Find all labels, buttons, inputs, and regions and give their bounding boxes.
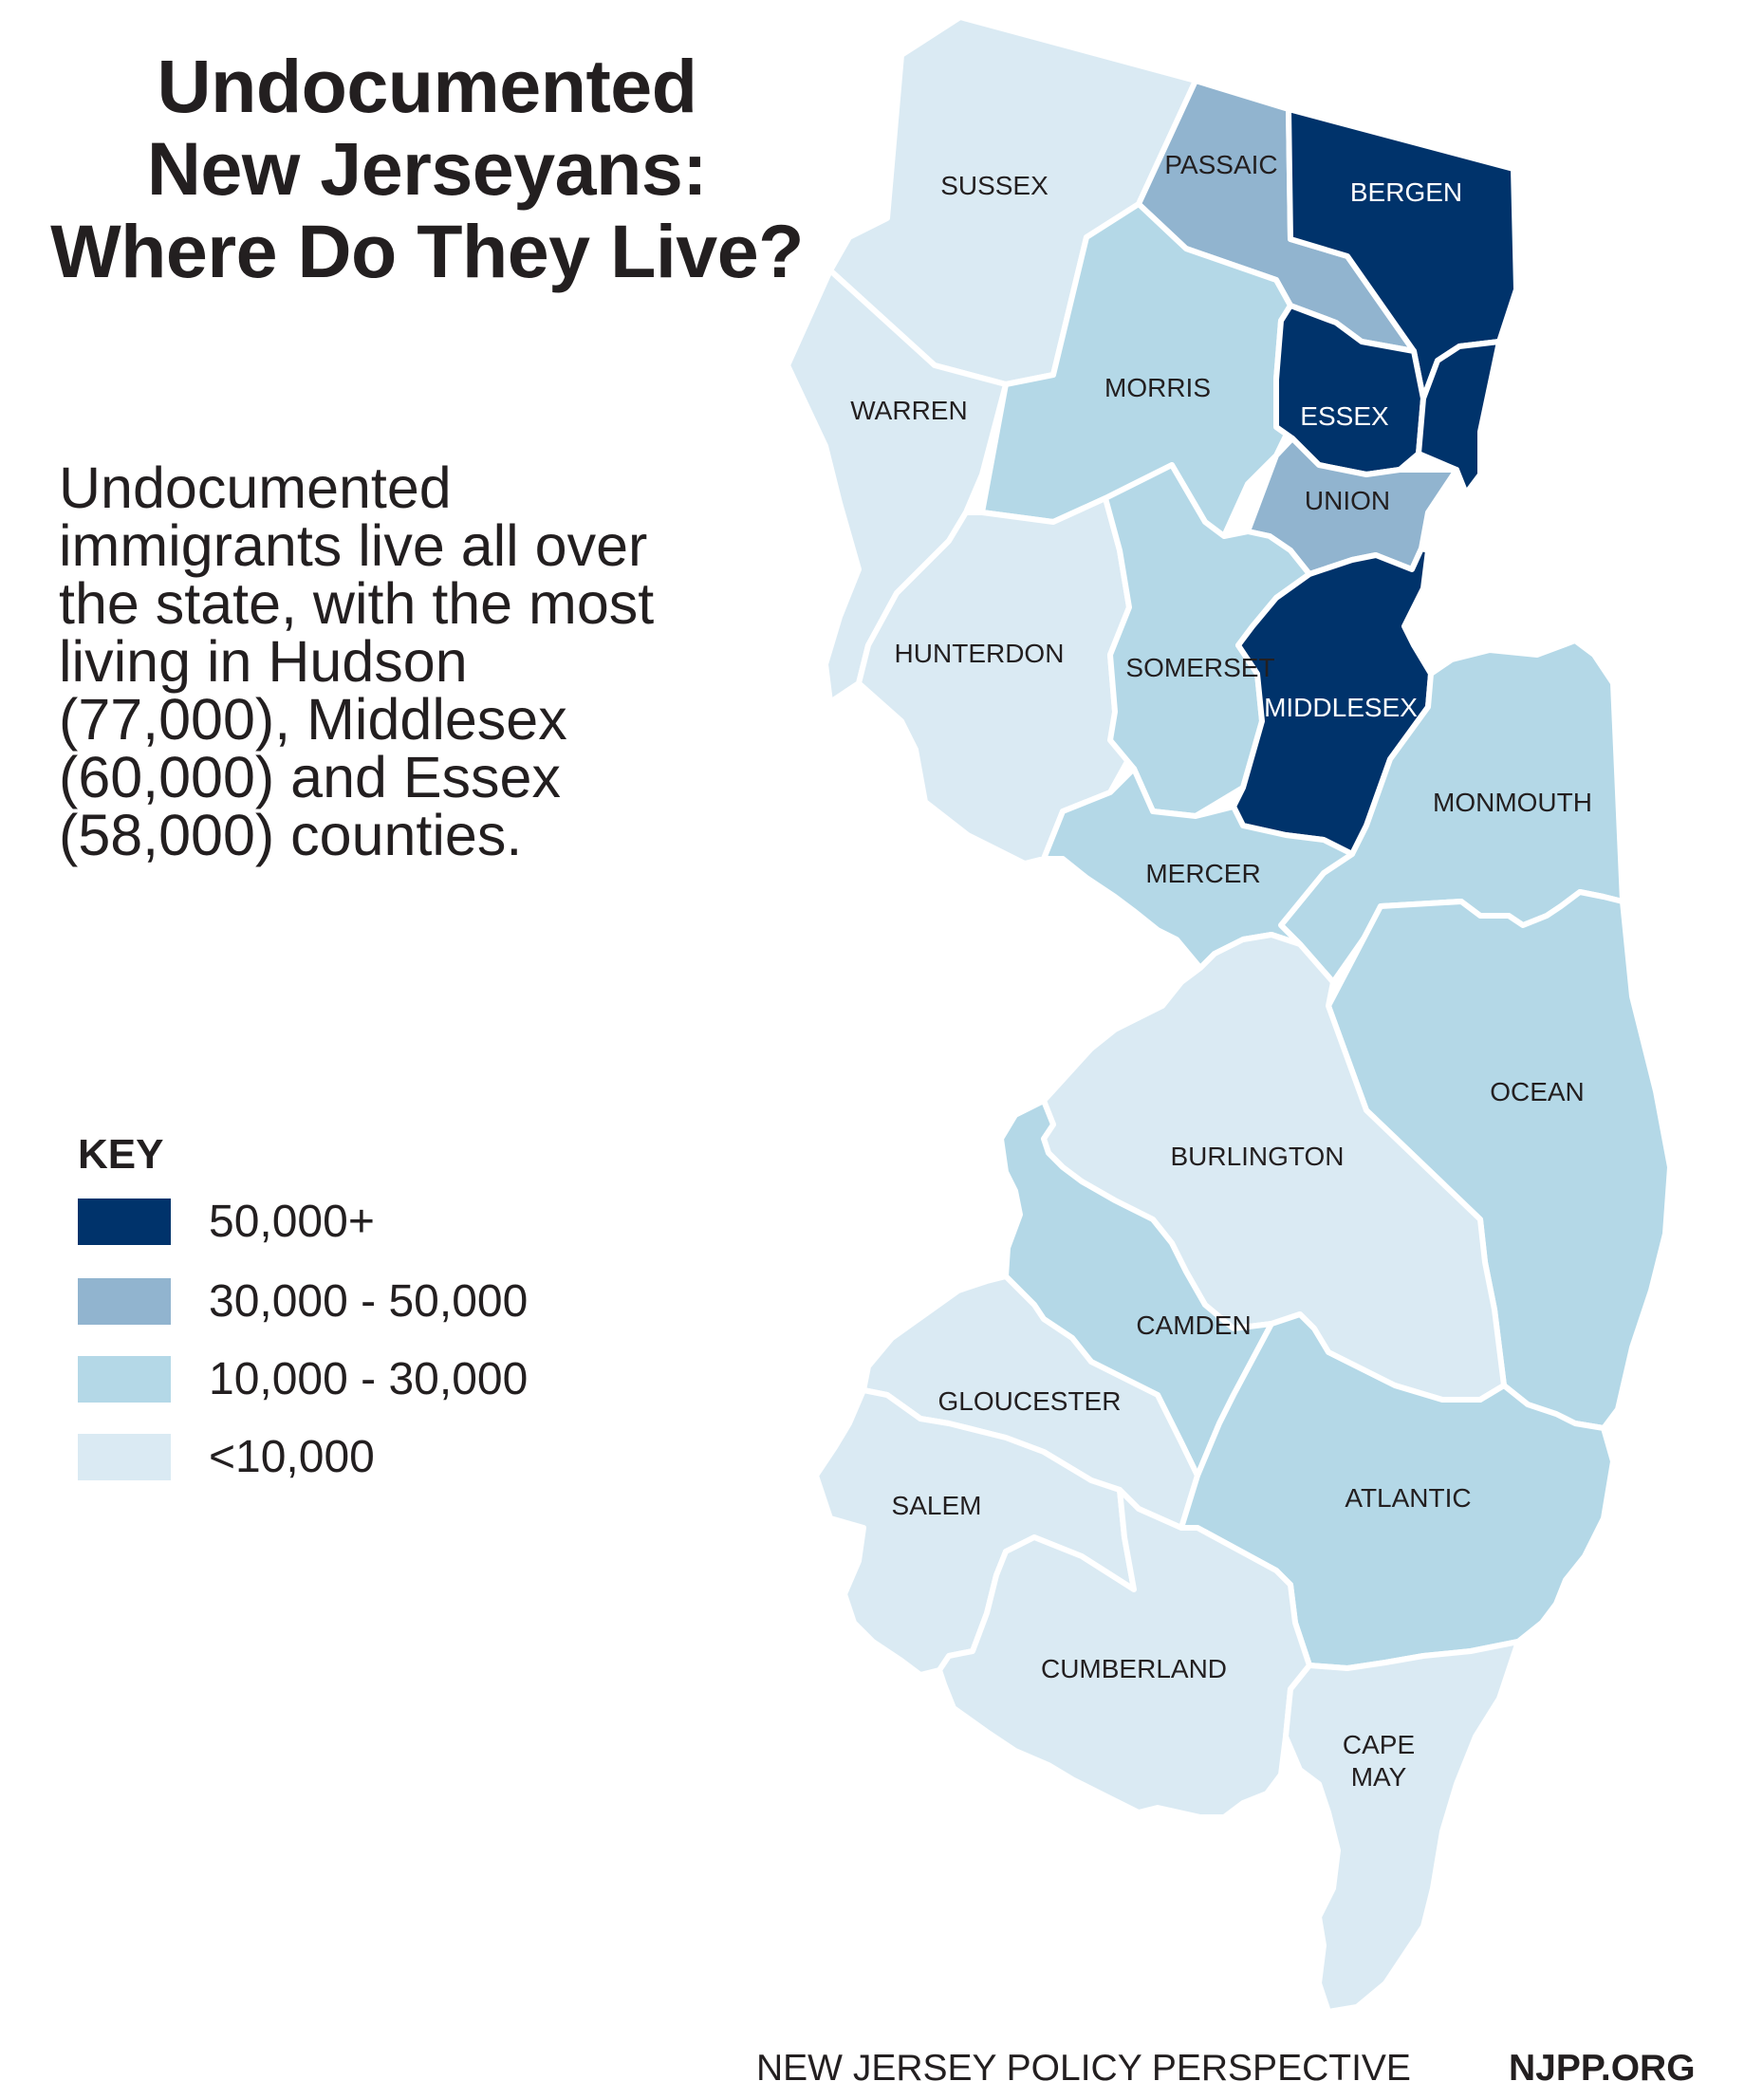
footer-website-link[interactable]: NJPP.ORG xyxy=(1509,2048,1696,2089)
county-label: SUSSEX xyxy=(940,171,1049,200)
legend-title: KEY xyxy=(78,1131,164,1178)
county-label: HUNTERDON xyxy=(895,639,1065,668)
county-label: CAMDEN xyxy=(1136,1310,1251,1340)
title-line: Where Do They Live? xyxy=(50,208,804,293)
county-label: MERCER xyxy=(1145,859,1260,888)
county-label: ATLANTIC xyxy=(1345,1483,1471,1513)
description-text: Undocumented immigrants live all over th… xyxy=(59,459,780,864)
footer-organization: NEW JERSEY POLICY PERSPECTIVE xyxy=(756,2048,1411,2089)
legend-item: 30,000 - 50,000 xyxy=(78,1275,529,1327)
county-label: UNION xyxy=(1305,486,1390,515)
county-cumberland xyxy=(937,1487,1312,1820)
legend-label: 50,000+ xyxy=(209,1196,375,1247)
legend-swatch xyxy=(78,1277,171,1325)
county-essex xyxy=(1273,303,1426,477)
title-line: Undocumented xyxy=(157,44,697,128)
description-line: (77,000), Middlesex xyxy=(59,687,567,752)
county-cape-may xyxy=(1283,1639,1521,2015)
county-label: OCEAN xyxy=(1490,1077,1585,1106)
legend-label: 10,000 - 30,000 xyxy=(209,1353,529,1404)
map-title: Undocumented New Jerseyans: Where Do The… xyxy=(14,44,840,293)
legend-swatch xyxy=(78,1198,171,1245)
county-label: BURLINGTON xyxy=(1170,1142,1344,1171)
county-label: SOMERSET xyxy=(1125,653,1274,682)
description-line: immigrants live all over xyxy=(59,513,648,578)
county-label: MORRIS xyxy=(1104,373,1211,402)
county-label: HUDSON xyxy=(1512,387,1627,417)
county-label: ESSEX xyxy=(1300,401,1389,431)
county-label: GLOUCESTER xyxy=(938,1386,1122,1416)
county-label: SALEM xyxy=(892,1491,982,1520)
legend-item: 10,000 - 30,000 xyxy=(78,1353,529,1404)
legend-swatch xyxy=(78,1355,171,1403)
legend-item: <10,000 xyxy=(78,1431,375,1482)
county-label: MONMOUTH xyxy=(1433,788,1592,817)
title-line: New Jerseyans: xyxy=(146,125,708,211)
county-label: BERGEN xyxy=(1350,177,1462,207)
county-label: PASSAIC xyxy=(1164,150,1277,179)
legend-swatch xyxy=(78,1433,171,1480)
description-line: the state, with the most xyxy=(59,571,655,636)
county-label: WARREN xyxy=(850,396,967,425)
description-line: (60,000) and Essex xyxy=(59,745,561,809)
county-label: CAPE MAY xyxy=(1343,1730,1415,1792)
legend-label: <10,000 xyxy=(209,1431,375,1482)
legend-item: 50,000+ xyxy=(78,1196,375,1247)
county-hudson xyxy=(1416,339,1502,496)
description-line: (58,000) counties. xyxy=(59,803,523,867)
county-label: CUMBERLAND xyxy=(1041,1654,1227,1683)
description-line: living in Hudson xyxy=(59,629,468,694)
description-line: Undocumented xyxy=(59,455,452,520)
legend-label: 30,000 - 50,000 xyxy=(209,1275,529,1327)
county-label: MIDDLESEX xyxy=(1264,693,1418,722)
